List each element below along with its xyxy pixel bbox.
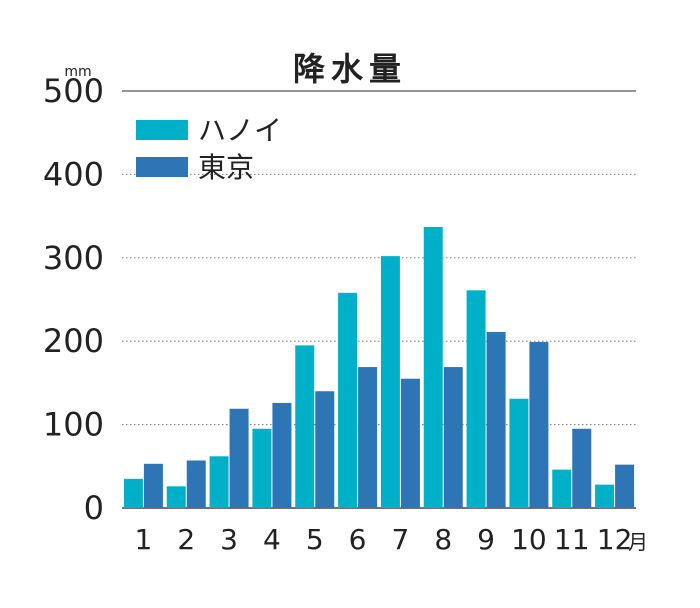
x-tick-label: 2	[177, 523, 195, 556]
x-tick-label: 6	[349, 523, 367, 556]
x-axis-ticks: 1 2 3 4 5 6 7 8 9 10 11 12	[135, 523, 633, 556]
x-tick-label: 7	[392, 523, 410, 556]
bar-tokyo-5	[315, 391, 335, 508]
bar-tokyo-9	[486, 332, 506, 508]
bar-tokyo-12	[615, 464, 635, 508]
x-tick-label: 11	[554, 523, 590, 556]
bar-hanoi-5	[295, 345, 315, 508]
legend-swatch-hanoi	[136, 120, 188, 140]
y-tick-label: 100	[43, 406, 104, 444]
bar-hanoi-8	[423, 226, 443, 508]
bar-hanoi-10	[509, 398, 529, 508]
y-tick-label: 500	[43, 72, 104, 110]
bar-tokyo-3	[229, 408, 249, 508]
bar-tokyo-10	[529, 342, 549, 508]
bar-hanoi-3	[209, 456, 229, 508]
x-axis-unit: 月	[628, 530, 648, 554]
x-tick-label: 8	[434, 523, 452, 556]
bar-hanoi-11	[552, 469, 572, 508]
x-tick-label: 4	[263, 523, 281, 556]
bar-tokyo-2	[186, 460, 206, 508]
x-tick-label: 10	[511, 523, 547, 556]
y-tick-label: 0	[84, 489, 104, 527]
x-tick-label: 5	[306, 523, 324, 556]
bar-tokyo-8	[443, 367, 463, 508]
bars	[123, 226, 635, 508]
bar-tokyo-6	[358, 367, 378, 508]
x-tick-label: 3	[220, 523, 238, 556]
bar-hanoi-7	[380, 256, 400, 508]
y-axis-ticks: 0 100 200 300 400 500	[43, 72, 104, 527]
legend-label-hanoi: ハノイ	[198, 114, 282, 147]
bar-tokyo-4	[272, 402, 292, 508]
bar-hanoi-6	[338, 292, 358, 508]
bar-hanoi-1	[123, 478, 143, 508]
bar-hanoi-4	[252, 428, 272, 508]
bar-hanoi-12	[595, 484, 615, 508]
bar-tokyo-11	[572, 428, 592, 508]
bar-hanoi-2	[166, 486, 186, 508]
bar-tokyo-7	[400, 378, 420, 508]
y-axis-unit: mm	[64, 64, 91, 80]
legend-label-tokyo: 東京	[198, 151, 254, 184]
x-tick-label: 9	[477, 523, 495, 556]
gridlines	[122, 90, 636, 509]
y-tick-label: 400	[43, 155, 104, 193]
x-tick-label: 12	[597, 523, 633, 556]
bar-hanoi-9	[466, 290, 486, 508]
legend: ハノイ 東京	[136, 114, 282, 184]
chart-title: 降水量	[293, 50, 407, 88]
y-tick-label: 200	[43, 322, 104, 360]
x-tick-label: 1	[135, 523, 153, 556]
bar-tokyo-1	[143, 463, 163, 508]
legend-swatch-tokyo	[136, 157, 188, 177]
y-tick-label: 300	[43, 239, 104, 277]
